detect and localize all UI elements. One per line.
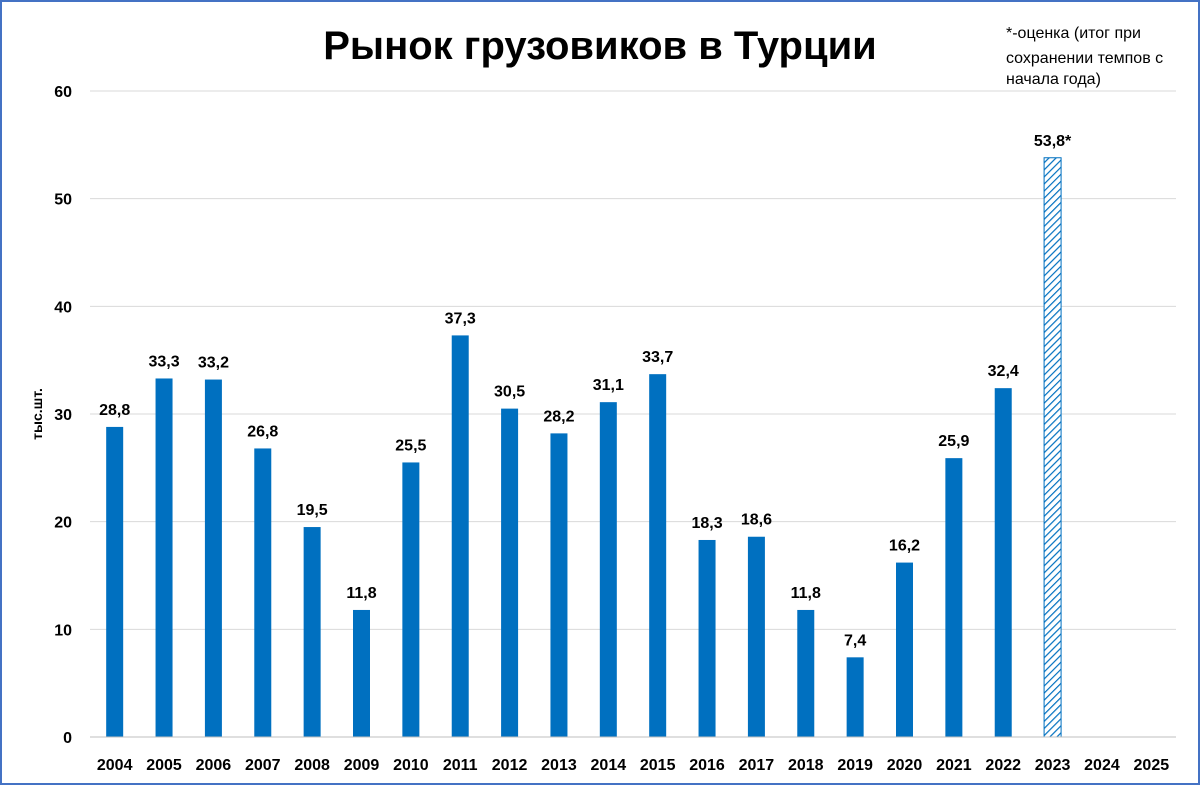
y-tick-label: 40 (54, 299, 72, 316)
x-tick-label: 2016 (689, 757, 725, 774)
y-tick-label: 60 (54, 84, 72, 101)
x-tick-label: 2020 (887, 757, 923, 774)
x-tick-label: 2015 (640, 757, 676, 774)
data-label-2004: 28,8 (99, 402, 130, 419)
data-label-2010: 25,5 (395, 437, 426, 454)
x-tick-label: 2006 (196, 757, 232, 774)
note-line: сохранении темпов с (1006, 50, 1163, 67)
data-label-2020: 16,2 (889, 538, 920, 555)
bar-2007 (254, 448, 272, 737)
x-tick-label: 2005 (146, 757, 182, 774)
data-label-2012: 30,5 (494, 384, 525, 401)
bar-2006 (204, 379, 222, 737)
x-tick-label: 2008 (294, 757, 330, 774)
bar-2010 (402, 462, 420, 737)
x-tick-label: 2011 (443, 757, 478, 774)
bar-2011 (451, 335, 469, 737)
bar-2022 (994, 388, 1012, 737)
bar-2015 (649, 374, 667, 737)
data-label-2018: 11,8 (791, 585, 821, 602)
x-tick-label: 2010 (393, 757, 429, 774)
x-tick-label: 2025 (1134, 757, 1170, 774)
chart-title: Рынок грузовиков в Турции (323, 24, 877, 68)
y-tick-label: 50 (54, 192, 72, 209)
data-label-2016: 18,3 (691, 515, 722, 532)
data-label-2011: 37,3 (445, 310, 476, 327)
x-tick-label: 2022 (985, 757, 1021, 774)
y-axis-ticks: 0 10 20 30 40 50 60 (54, 84, 72, 747)
bar-2016 (698, 539, 716, 737)
data-label-2015: 33,7 (642, 349, 673, 366)
bar-2005 (155, 378, 173, 737)
data-label-2017: 18,6 (741, 512, 772, 529)
data-label-2013: 28,2 (543, 408, 574, 425)
x-tick-label: 2023 (1035, 757, 1071, 774)
bar-2012 (501, 408, 519, 737)
bar-2020 (896, 562, 913, 737)
bars (106, 157, 1062, 738)
y-tick-label: 20 (54, 515, 72, 532)
data-label-2014: 31,1 (593, 377, 624, 394)
x-tick-label: 2004 (97, 757, 133, 774)
note-line: *-оценка (итог при (1006, 25, 1141, 42)
x-tick-label: 2012 (492, 757, 528, 774)
x-tick-label: 2018 (788, 757, 824, 774)
y-tick-label: 10 (54, 622, 72, 639)
x-tick-label: 2014 (591, 757, 627, 774)
data-label-2019: 7,4 (844, 632, 866, 649)
bar-2013 (550, 433, 568, 737)
bar-2021 (945, 458, 963, 737)
grid-lines (90, 90, 1176, 630)
data-label-2022: 32,4 (988, 363, 1019, 380)
y-tick-label: 0 (63, 730, 72, 747)
bar-2004 (106, 426, 124, 737)
bar-2014 (599, 402, 617, 737)
x-tick-label: 2021 (936, 757, 972, 774)
y-axis-label: тыс.шт. (29, 388, 45, 440)
x-tick-label: 2019 (837, 757, 873, 774)
bar-2019 (846, 657, 864, 737)
x-tick-label: 2013 (541, 757, 577, 774)
data-label-2009: 11,8 (346, 585, 376, 602)
bar-2009 (353, 609, 370, 737)
data-label-2008: 19,5 (297, 502, 328, 519)
data-label-2023: 53,8* (1034, 133, 1072, 150)
data-label-2007: 26,8 (247, 423, 278, 440)
data-label-2021: 25,9 (938, 433, 969, 450)
x-tick-label: 2017 (739, 757, 775, 774)
x-axis-ticks: 2004 2005 2006 2007 2008 2009 2010 2011 2012 2013… (97, 757, 1169, 774)
x-tick-label: 2007 (245, 757, 281, 774)
data-label-2006: 33,2 (198, 355, 229, 372)
bar-2008 (303, 527, 321, 737)
y-tick-label: 30 (54, 407, 72, 424)
note-line: начала года) (1006, 71, 1101, 88)
bar-2017 (747, 536, 765, 737)
bar-2023 (1043, 157, 1062, 738)
estimate-note: *-оценка (итог при сохранении темпов с н… (1006, 25, 1163, 88)
data-labels: 28,8 33,3 33,2 26,8 19,5 11,8 25,5 37,3 30,5 28,2… (99, 133, 1072, 650)
data-label-2005: 33,3 (148, 353, 179, 370)
x-tick-label: 2024 (1084, 757, 1120, 774)
x-tick-label: 2009 (344, 757, 380, 774)
bar-2018 (797, 609, 815, 737)
